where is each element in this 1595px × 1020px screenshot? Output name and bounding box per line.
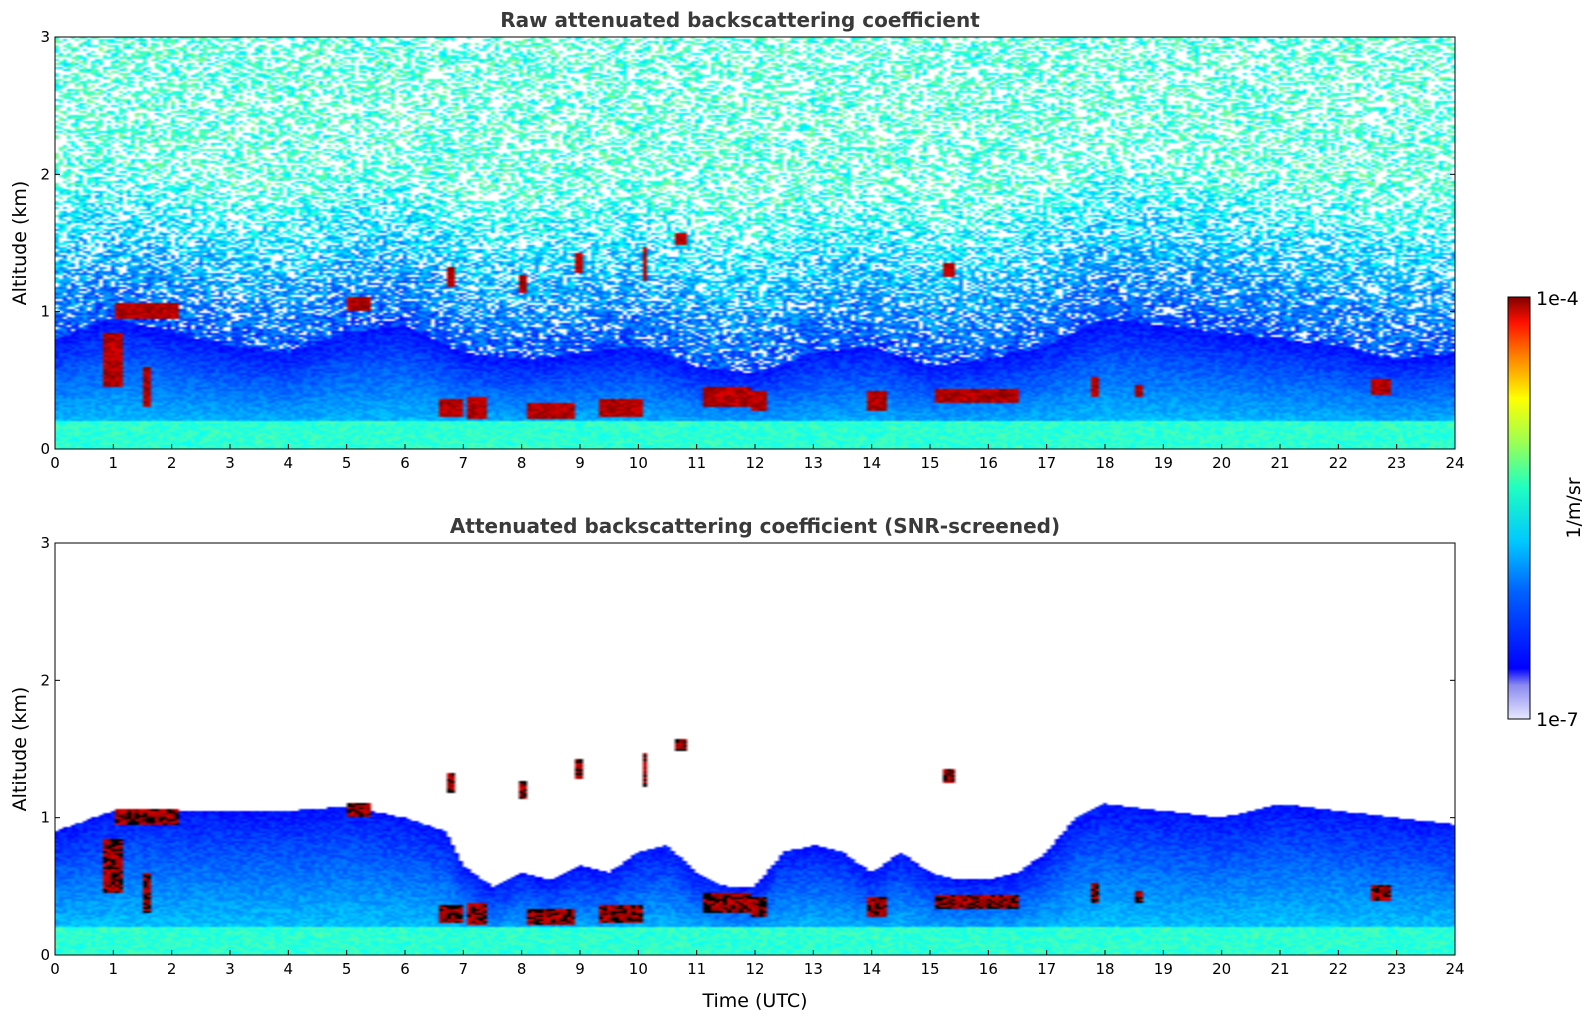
y-tick-label: 3 [40,28,50,46]
x-tick-label: 0 [50,960,60,978]
x-tick-label: 2 [167,960,177,978]
x-axis-label: Time (UTC) [701,990,807,1012]
y-axis-ticks: 0 1 2 3 [40,28,1455,458]
y-axis-ticks: 0 1 2 3 [40,534,1455,964]
x-tick-label: 16 [979,454,998,472]
x-tick-label: 23 [1387,960,1406,978]
x-tick-label: 23 [1387,454,1406,472]
x-axis-ticks: 0 1 2 3 4 5 6 7 8 9 10 11 12 13 14 15 16 17 18 19 20 21 22 23 24 [50,950,1465,978]
y-tick-label: 2 [40,671,50,689]
colorbar-max-label: 1e-4 [1536,288,1579,310]
x-tick-label: 1 [109,454,119,472]
x-tick-label: 6 [400,960,410,978]
x-tick-label: 13 [804,454,823,472]
y-axis-label: Altitude (km) [9,687,31,812]
x-tick-label: 10 [629,960,648,978]
y-tick-label: 0 [40,946,50,964]
panel-title: Attenuated backscattering coefficient (S… [450,514,1060,538]
x-tick-label: 18 [1095,960,1114,978]
x-tick-label: 19 [1154,454,1173,472]
screened-backscatter-panel: Attenuated backscattering coefficient (S… [9,514,1465,1012]
y-tick-label: 1 [40,809,50,827]
x-tick-label: 6 [400,454,410,472]
x-tick-label: 3 [225,454,235,472]
x-tick-label: 3 [225,960,235,978]
x-tick-label: 4 [284,960,294,978]
x-tick-label: 14 [862,454,881,472]
colorbar-min-label: 1e-7 [1536,709,1579,731]
y-tick-label: 2 [40,165,50,183]
x-tick-label: 15 [920,454,939,472]
x-axis-ticks: 0 1 2 3 4 5 6 7 8 9 10 11 12 13 14 15 16 17 18 19 20 21 22 23 24 [50,444,1465,472]
x-tick-label: 17 [1037,960,1056,978]
x-tick-label: 1 [109,960,119,978]
x-tick-label: 0 [50,454,60,472]
x-tick-label: 9 [575,454,585,472]
x-tick-label: 7 [459,454,469,472]
x-tick-label: 5 [342,454,352,472]
x-tick-label: 17 [1037,454,1056,472]
x-tick-label: 24 [1445,454,1464,472]
y-axis-label: Altitude (km) [9,181,31,306]
raw-backscatter-panel: Raw attenuated backscattering coefficien… [9,8,1465,472]
heatmap-image [55,543,1455,955]
x-tick-label: 19 [1154,960,1173,978]
colorbar-unit-label: 1/m/sr [1563,477,1585,538]
x-tick-label: 14 [862,960,881,978]
x-tick-label: 18 [1095,454,1114,472]
x-tick-label: 22 [1329,960,1348,978]
x-tick-label: 21 [1270,454,1289,472]
x-tick-label: 20 [1212,960,1231,978]
colorbar: 1e-4 1e-7 1/m/sr [1507,288,1585,731]
x-tick-label: 22 [1329,454,1348,472]
x-tick-label: 8 [517,454,527,472]
x-tick-label: 13 [804,960,823,978]
x-tick-label: 24 [1445,960,1464,978]
colorbar-gradient [1507,296,1531,720]
x-tick-label: 9 [575,960,585,978]
x-tick-label: 2 [167,454,177,472]
y-tick-label: 1 [40,303,50,321]
x-tick-label: 7 [459,960,469,978]
x-tick-label: 15 [920,960,939,978]
x-tick-label: 11 [687,454,706,472]
x-tick-label: 21 [1270,960,1289,978]
panel-title: Raw attenuated backscattering coefficien… [500,8,980,32]
x-tick-label: 16 [979,960,998,978]
heatmap-image [55,37,1455,449]
x-tick-label: 5 [342,960,352,978]
x-tick-label: 20 [1212,454,1231,472]
x-tick-label: 10 [629,454,648,472]
x-tick-label: 12 [745,454,764,472]
x-tick-label: 12 [745,960,764,978]
x-tick-label: 11 [687,960,706,978]
y-tick-label: 3 [40,534,50,552]
x-tick-label: 4 [284,454,294,472]
x-tick-label: 8 [517,960,527,978]
y-tick-label: 0 [40,440,50,458]
